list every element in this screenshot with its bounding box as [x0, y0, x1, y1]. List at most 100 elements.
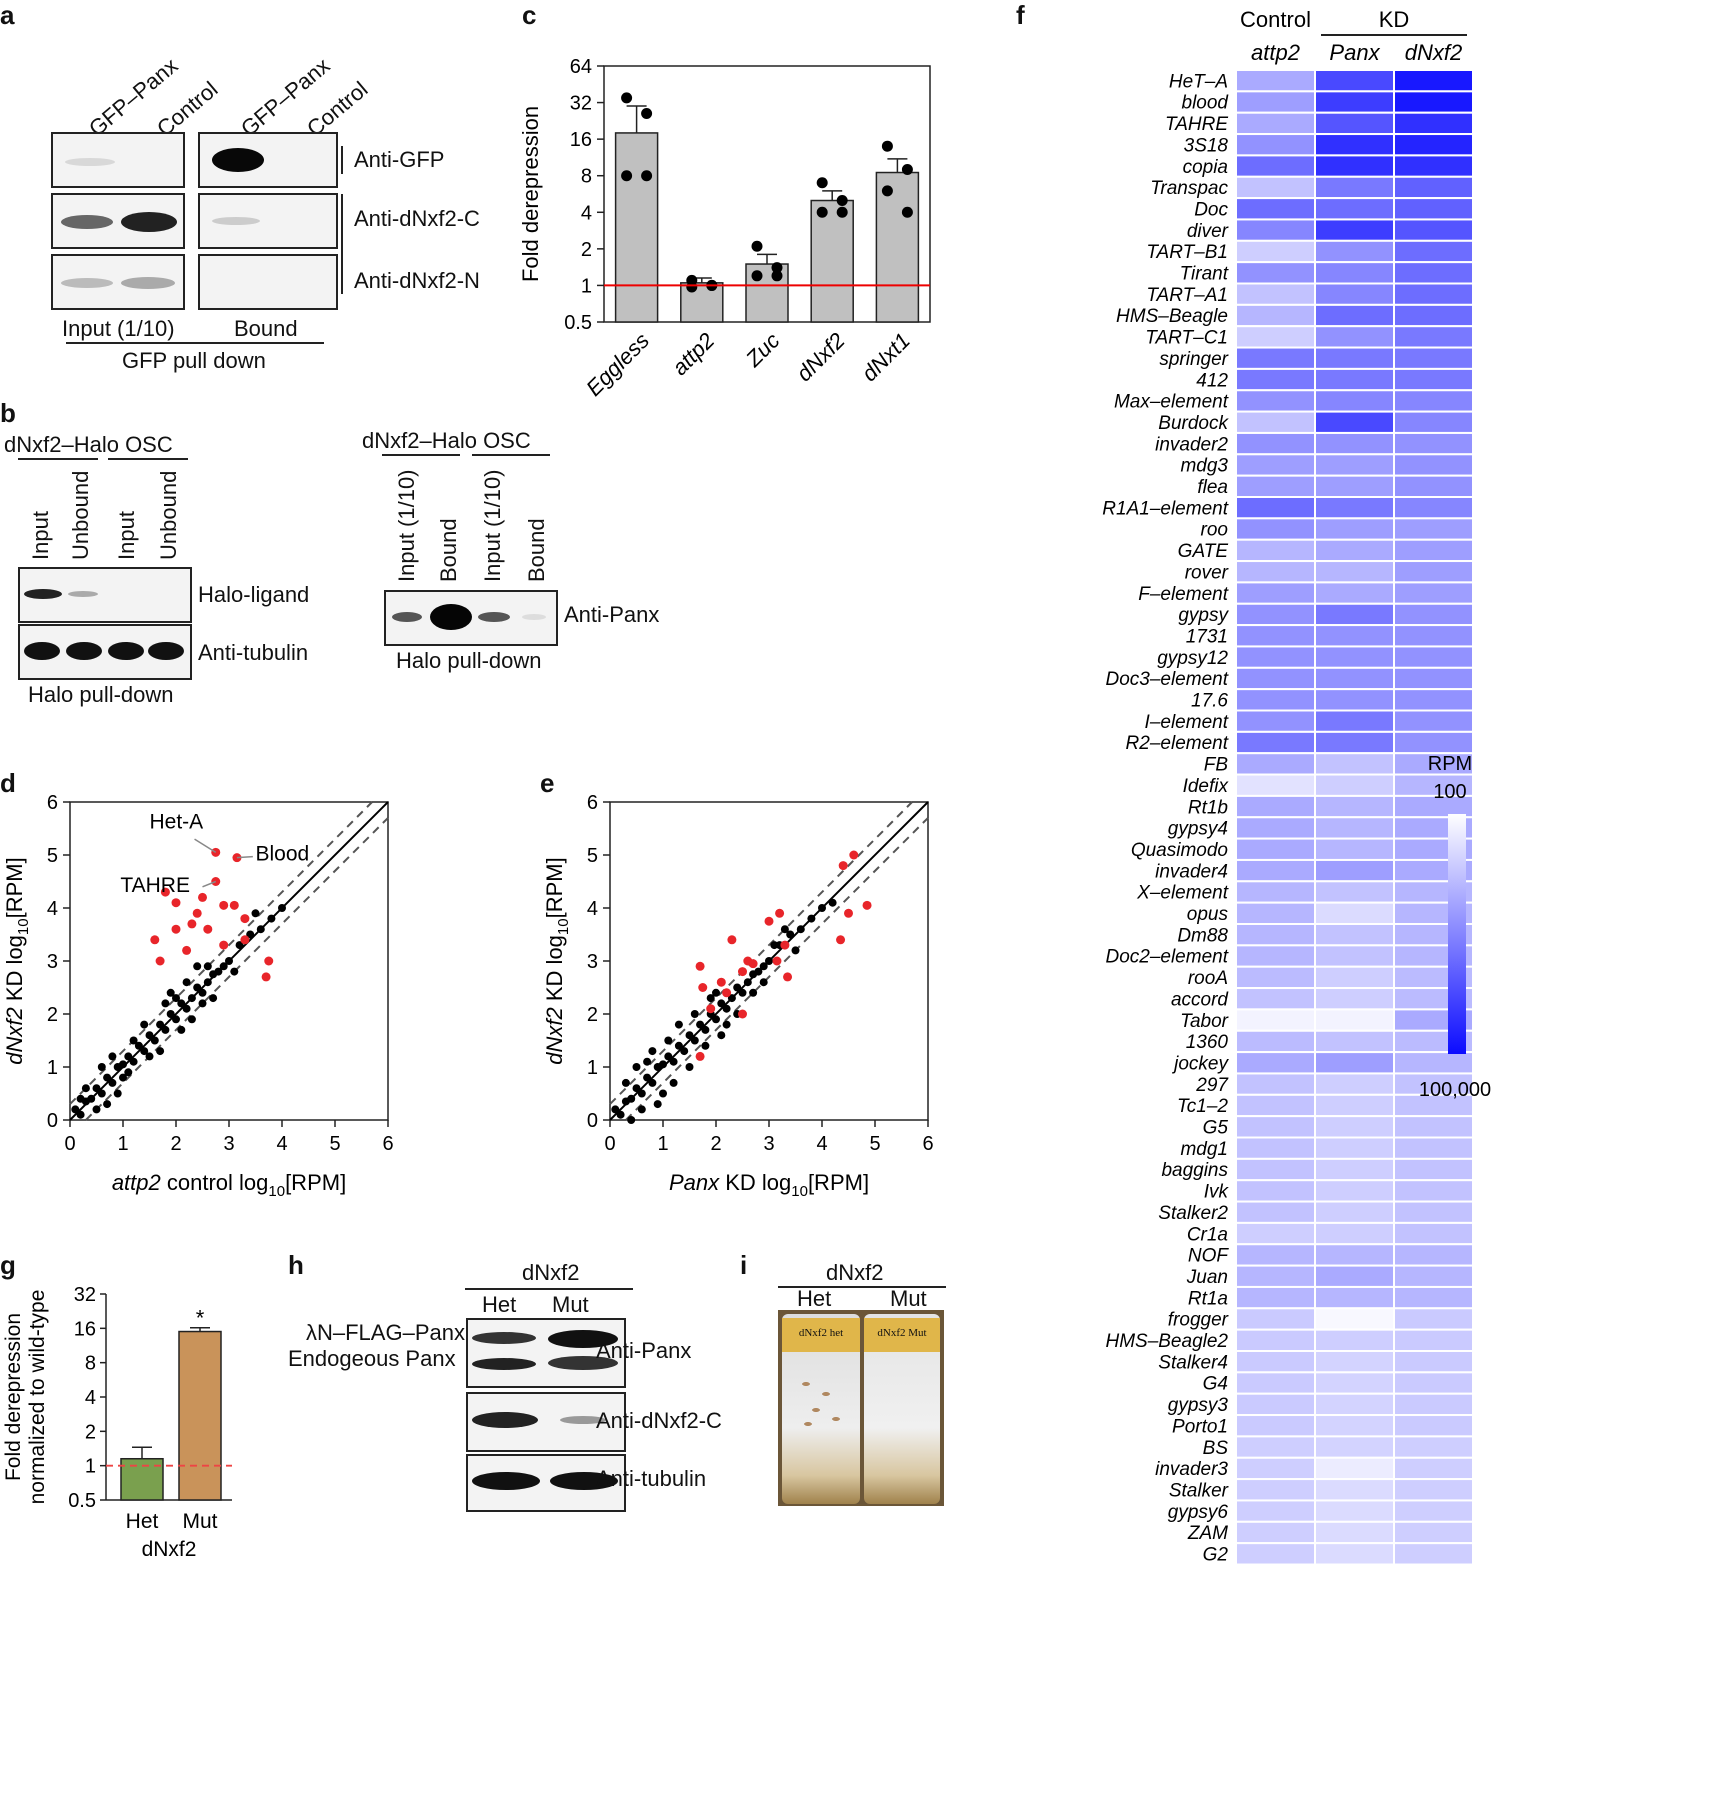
- heatmap-cell: [1314, 197, 1395, 221]
- data-point-red: [722, 988, 732, 998]
- y-tick-label: 1: [47, 1057, 58, 1079]
- heatmap-cell: [1393, 1371, 1474, 1395]
- data-point-red: [229, 900, 239, 910]
- heatmap-cell: [1314, 560, 1395, 584]
- heatmap-cell: [1235, 367, 1316, 392]
- data-point: [267, 914, 276, 923]
- heatmap-cell: [1235, 901, 1316, 926]
- lane-label: Input (1/10): [394, 469, 419, 582]
- heatmap-cell: [1235, 1051, 1316, 1075]
- y-tick-label: 16: [74, 1318, 96, 1340]
- heatmap-cell: [1393, 1115, 1474, 1139]
- y-tick-label: 5: [587, 845, 598, 867]
- row-label: Juan: [1186, 1267, 1228, 1288]
- band-label: λN–FLAG–Panx: [306, 1320, 465, 1345]
- y-tick-label: 32: [570, 93, 592, 115]
- heatmap-cell: [1393, 1136, 1474, 1160]
- data-point: [225, 957, 233, 965]
- data-point: [643, 1073, 652, 1082]
- heatmap-cell: [1235, 282, 1316, 306]
- data-point: [145, 1031, 154, 1040]
- y-tick-label: 4: [581, 202, 592, 224]
- data-point: [701, 1025, 710, 1034]
- data-point: [92, 1084, 101, 1093]
- data-point-red: [203, 924, 213, 934]
- row-label: Tabor: [1180, 1011, 1229, 1032]
- data-point: [166, 988, 175, 997]
- data-point: [124, 1068, 133, 1077]
- heatmap-cell: [1314, 858, 1395, 883]
- row-label: Stalker: [1169, 1480, 1229, 1501]
- data-point-red: [836, 935, 846, 945]
- data-point-red: [182, 945, 192, 955]
- heatmap-cell: [1393, 175, 1474, 200]
- data-point: [780, 925, 789, 934]
- y-tick-label: 8: [581, 166, 592, 188]
- x-tick-label: dNxf2: [791, 328, 849, 386]
- heatmap-cell: [1235, 1157, 1316, 1182]
- heatmap-cell: [1393, 346, 1474, 370]
- heatmap-cell: [1314, 474, 1395, 498]
- data-point: [119, 1060, 127, 1069]
- heatmap-cell: [1314, 1029, 1395, 1054]
- data-point: [786, 930, 795, 939]
- y-tick-label: 6: [47, 792, 58, 814]
- panel-letter-b: b: [0, 398, 16, 428]
- data-point-red: [171, 924, 181, 934]
- row-label: gypsy: [1178, 605, 1229, 626]
- x-tick-label: 1: [657, 1133, 668, 1155]
- data-point: [733, 983, 742, 992]
- heatmap-cell: [1314, 1328, 1395, 1353]
- x-tick-label: Het: [126, 1510, 159, 1533]
- x-tick-label: 1: [117, 1133, 128, 1155]
- data-point: [97, 1089, 106, 1098]
- data-point-red: [849, 850, 859, 860]
- chart-e: 00 1 1 2 2 3 3 4 4 5 5 6 6 Panx KD log10[RPM] dNxf2 KD…: [542, 792, 934, 1200]
- data-point: [187, 994, 196, 1003]
- data-point: [81, 1084, 90, 1093]
- data-point: [643, 1057, 652, 1066]
- lane-label: Input (1/10): [480, 469, 505, 582]
- data-point-red: [706, 1004, 716, 1014]
- heatmap-cell: [1314, 367, 1395, 392]
- data-point: [76, 1094, 85, 1103]
- heatmap-cell: [1393, 709, 1474, 733]
- data-point-red: [192, 908, 202, 918]
- data-point-red: [780, 940, 790, 950]
- group-label: Input (1/10): [62, 316, 175, 341]
- row-label: Dm88: [1177, 925, 1228, 946]
- data-point-red: [264, 956, 274, 966]
- y-tick-label: 0: [587, 1110, 598, 1132]
- data-point: [648, 1078, 657, 1087]
- heatmap-cell: [1393, 474, 1474, 498]
- heatmap-cell: [1314, 1478, 1395, 1502]
- row-label: Idefix: [1183, 776, 1230, 797]
- heatmap-cell: [1235, 773, 1316, 797]
- row-label: opus: [1187, 904, 1229, 925]
- heatmap-cell: [1235, 837, 1316, 861]
- heatmap-cell: [1235, 261, 1316, 285]
- heatmap-cell: [1393, 367, 1474, 392]
- heatmap-cell: [1314, 346, 1395, 370]
- row-label: Tirant: [1180, 264, 1229, 285]
- heatmap-cell: [1235, 624, 1316, 648]
- data-point: [712, 1015, 720, 1024]
- row-label: TART–A1: [1146, 285, 1228, 306]
- heatmap-cell: [1235, 1072, 1316, 1096]
- row-label: invader3: [1155, 1459, 1228, 1480]
- heatmap-cell: [1314, 453, 1395, 477]
- row-label: Transpac: [1150, 178, 1228, 199]
- group-label: Bound: [234, 316, 298, 341]
- row-label: TART–C1: [1145, 328, 1228, 349]
- data-point: [616, 1110, 625, 1119]
- data-point: [76, 1110, 85, 1119]
- data-point-red: [150, 935, 160, 945]
- heatmap-cell: [1393, 133, 1474, 157]
- heatmap-cell: [1235, 1008, 1316, 1032]
- row-label: 1360: [1186, 1032, 1229, 1053]
- data-point: [754, 967, 763, 976]
- y-tick-label: 3: [47, 951, 58, 973]
- heatmap-cell: [1235, 709, 1316, 733]
- heatmap-cell: [1393, 538, 1474, 563]
- panel-letter-h: h: [288, 1250, 304, 1280]
